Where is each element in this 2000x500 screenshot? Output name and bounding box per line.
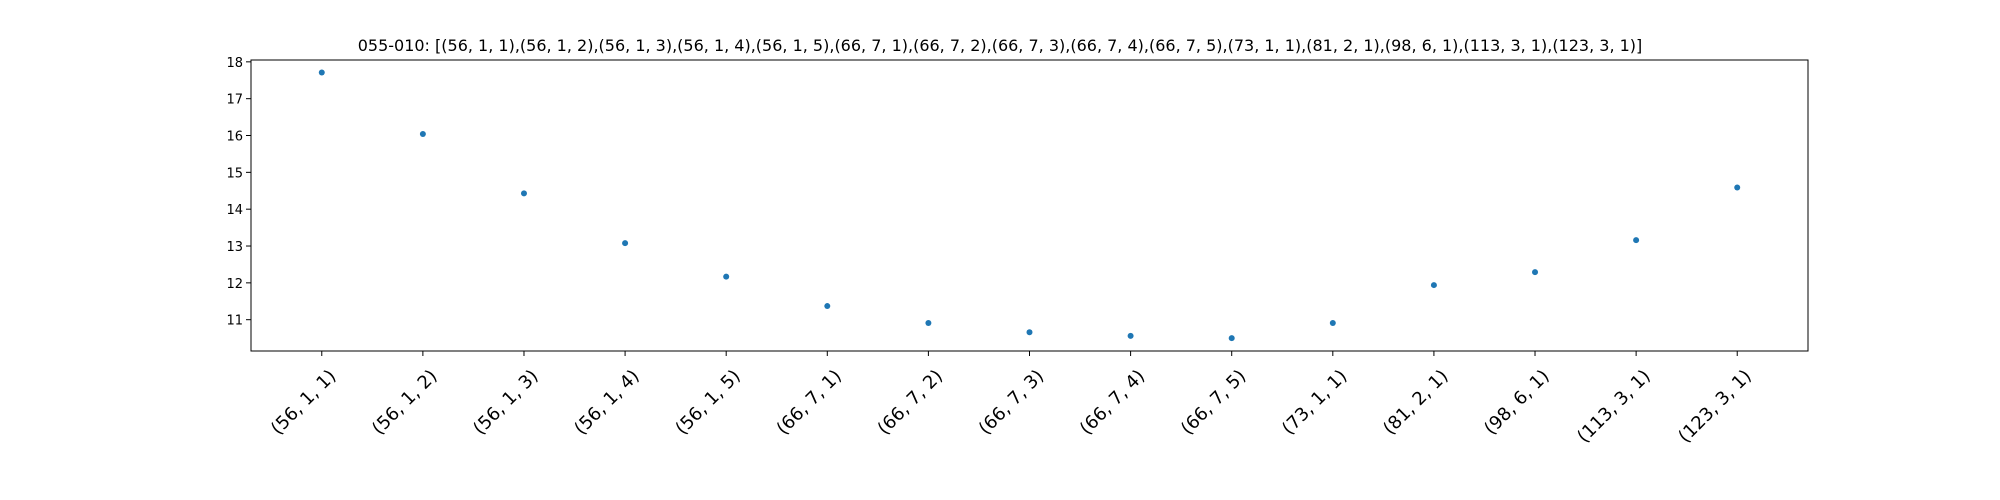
y-tick-label: 12 xyxy=(226,277,243,292)
data-point xyxy=(1228,335,1235,342)
x-tick-label: (81, 2, 1) xyxy=(1379,366,1452,439)
data-point xyxy=(925,320,932,327)
y-tick-label: 13 xyxy=(226,240,243,255)
data-point xyxy=(622,240,629,247)
data-point xyxy=(1026,329,1033,336)
y-tick-label: 11 xyxy=(226,314,243,329)
y-tick-label: 15 xyxy=(226,166,243,181)
x-tick-label: (56, 1, 4) xyxy=(570,366,643,439)
plot-area xyxy=(250,59,1809,352)
x-tick-label: (56, 1, 1) xyxy=(267,366,340,439)
y-tick-label: 16 xyxy=(226,130,243,145)
x-tick-label: (98, 6, 1) xyxy=(1480,366,1553,439)
data-point xyxy=(1127,332,1134,339)
data-point xyxy=(1532,269,1539,276)
x-tick-label: (123, 3, 1) xyxy=(1674,366,1755,447)
x-tick-label: (73, 1, 1) xyxy=(1278,366,1351,439)
x-tick-label: (66, 7, 1) xyxy=(773,366,846,439)
data-point xyxy=(723,273,730,280)
y-tick-label: 14 xyxy=(226,203,243,218)
y-tick-label: 17 xyxy=(226,93,243,108)
data-point xyxy=(419,131,426,138)
x-tick-label: (56, 1, 2) xyxy=(368,366,441,439)
x-tick-label: (66, 7, 5) xyxy=(1177,366,1250,439)
data-point xyxy=(1734,184,1741,191)
data-series xyxy=(318,69,1741,342)
y-axis: 11 12 13 14 15 16 17 18 xyxy=(226,56,251,329)
x-tick-label: (56, 1, 3) xyxy=(469,366,542,439)
data-point xyxy=(1430,282,1437,289)
x-tick-label: (66, 7, 3) xyxy=(975,366,1048,439)
x-tick-label: (66, 7, 2) xyxy=(874,366,947,439)
data-point xyxy=(520,190,527,197)
y-tick-label: 18 xyxy=(226,56,243,71)
x-tick-label: (56, 1, 5) xyxy=(671,366,744,439)
data-point xyxy=(824,303,831,310)
x-axis: (56, 1, 1) (56, 1, 2) (56, 1, 3) (56, 1, 4)… xyxy=(267,351,1756,447)
x-tick-label: (113, 3, 1) xyxy=(1573,366,1654,447)
chart-title: 055-010: [(56, 1, 1),(56, 1, 2),(56, 1, … xyxy=(358,36,1643,55)
data-point xyxy=(1329,320,1336,327)
data-point xyxy=(1633,237,1640,244)
x-tick-label: (66, 7, 4) xyxy=(1076,366,1149,439)
data-point xyxy=(318,69,325,76)
